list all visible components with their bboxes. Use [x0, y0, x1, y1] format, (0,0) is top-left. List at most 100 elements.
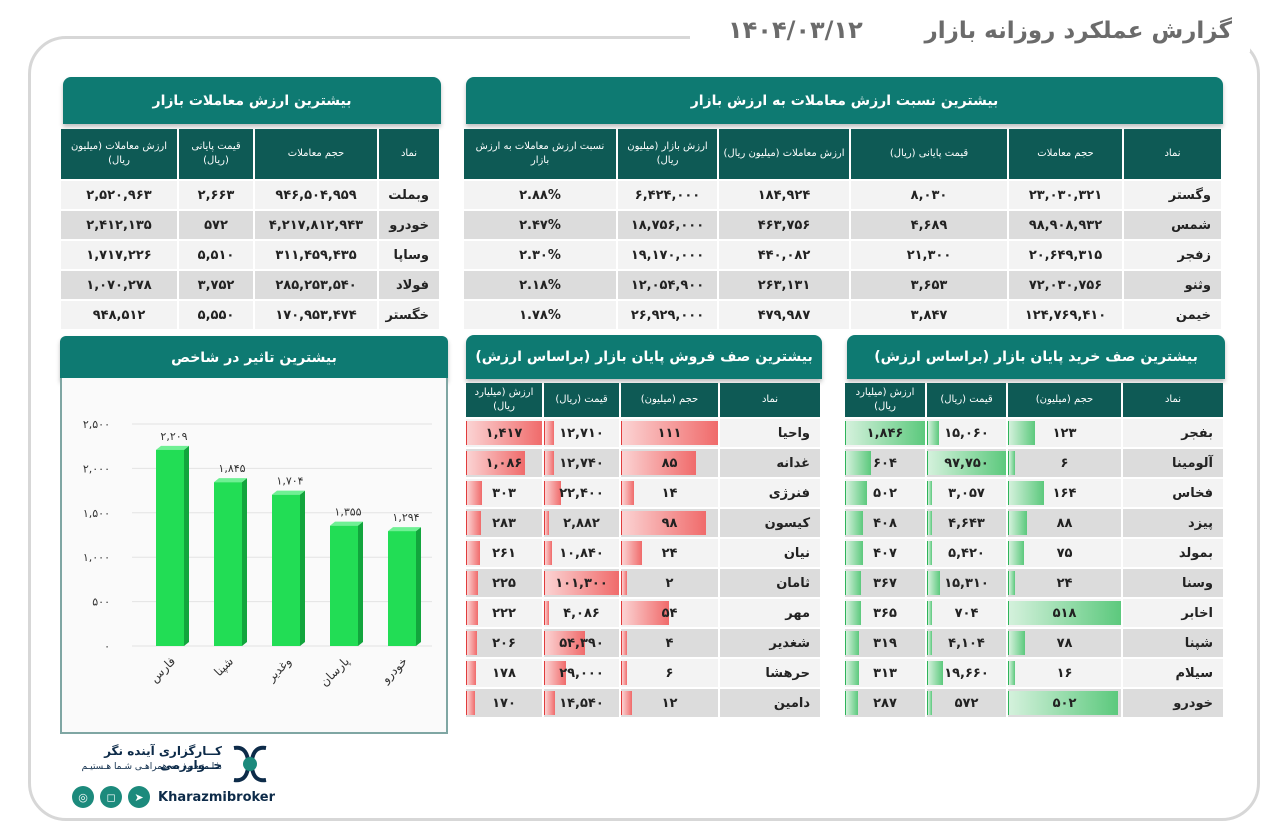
table-row: بفجر ۱۲۳ ۱۵,۰۶۰ ۱,۸۴۶	[845, 419, 1223, 447]
telegram-icon[interactable]: ➤	[128, 786, 150, 808]
y-tick-label: ۱,۰۰۰	[83, 551, 110, 564]
symbol-cell: اخابر	[1123, 599, 1223, 627]
value-bar	[544, 541, 553, 565]
col-volume: حجم معاملات	[255, 129, 377, 179]
close-price-cell: ۲,۶۶۳	[179, 181, 253, 209]
market-value-cell: ۱۸,۷۵۶,۰۰۰	[618, 211, 717, 239]
close-price-cell: ۳,۸۴۷	[851, 301, 1007, 329]
value-bar	[621, 571, 627, 595]
col-ratio: نسبت ارزش معاملات به ارزش بازار	[464, 129, 616, 179]
bar	[272, 494, 300, 646]
value-bar	[466, 571, 479, 595]
table-row: فنرژی ۱۴ ۲۲,۴۰۰ ۳۰۳	[466, 479, 820, 507]
web-icon[interactable]: ◎	[72, 786, 94, 808]
bar	[388, 531, 416, 646]
value-bar	[544, 421, 554, 445]
price-cell: ۷۰۴	[927, 599, 1006, 627]
value-bar	[466, 631, 478, 655]
col-close-price: قیمت پایانی (ریال)	[179, 129, 253, 179]
col-trade-value: ارزش معاملات (میلیون ریال)	[61, 129, 177, 179]
col-symbol: نماد	[720, 383, 820, 417]
value-cell: ۲۲۵	[466, 569, 542, 597]
trade-value-cell: ۴۶۳,۷۵۶	[719, 211, 849, 239]
table-row: سیلام ۱۶ ۱۹,۶۶۰ ۳۱۳	[845, 659, 1223, 687]
company-logo	[233, 745, 267, 783]
volume-cell: ۷۲,۰۳۰,۷۵۶	[1009, 271, 1122, 299]
volume-cell: ۶	[621, 659, 718, 687]
symbol-cell: بمولد	[1123, 539, 1223, 567]
symbol-cell: وگستر	[1124, 181, 1221, 209]
close-price-cell: ۴,۶۸۹	[851, 211, 1007, 239]
symbol-cell: زفجر	[1124, 241, 1221, 269]
bar-side	[358, 521, 363, 646]
trade-value-cell: ۴۴۰,۰۸۲	[719, 241, 849, 269]
ratio-cell: ۲.۱۸%	[464, 271, 616, 299]
value-cell: ۲۰۶	[466, 629, 542, 657]
table-row: ثامان ۲ ۱۰۱,۳۰۰ ۲۲۵	[466, 569, 820, 597]
price-cell: ۲,۸۸۲	[544, 509, 619, 537]
value-cell: ۱,۰۸۶	[466, 449, 542, 477]
value-bar	[621, 601, 669, 625]
volume-cell: ۱۲۴,۷۶۹,۴۱۰	[1009, 301, 1122, 329]
symbol-cell: ثامان	[720, 569, 820, 597]
index-impact-chart-box: ۰ ۵۰۰ ۱,۰۰۰ ۱,۵۰۰ ۲,۰۰۰ ۲,۵۰۰ ۲,۲۰۹ فارس ۱,۸۴۵ شپ…	[60, 378, 448, 734]
value-bar	[845, 601, 861, 625]
value-bar	[621, 691, 632, 715]
symbol-cell: شمس	[1124, 211, 1221, 239]
report-date: ۱۴۰۴/۰۳/۱۲	[728, 16, 863, 44]
symbol-cell: فخاس	[1123, 479, 1223, 507]
close-price-cell: ۳,۷۵۲	[179, 271, 253, 299]
index-impact-title: بیشترین تاثیر در شاخص	[60, 336, 448, 380]
value-bar	[927, 691, 932, 715]
value-bar	[1008, 601, 1121, 625]
value-bar	[544, 481, 561, 505]
trade-value-cell: ۲,۵۲۰,۹۶۳	[61, 181, 177, 209]
col-close-price: قیمت پایانی (ریال)	[851, 129, 1007, 179]
top-value-table: نماد حجم معاملات قیمت پایانی (ریال) ارزش…	[59, 127, 441, 331]
value-bar	[621, 451, 696, 475]
trade-value-cell: ۲,۴۱۲,۱۳۵	[61, 211, 177, 239]
value-bar	[927, 601, 932, 625]
table-row: خودرو ۴,۲۱۷,۸۱۲,۹۴۳ ۵۷۲ ۲,۴۱۲,۱۳۵	[61, 211, 439, 239]
top-ratio-title: بیشترین نسبت ارزش معاملات به ارزش بازار	[466, 77, 1223, 124]
volume-cell: ۵۴	[621, 599, 718, 627]
value-bar	[845, 571, 861, 595]
value-cell: ۴۰۷	[845, 539, 925, 567]
value-bar	[845, 661, 859, 685]
brand-name: Kharazmibroker	[158, 790, 276, 805]
col-value: ارزش (میلیارد ریال)	[466, 383, 542, 417]
volume-cell: ۹۸	[621, 509, 718, 537]
value-bar	[466, 511, 482, 535]
value-cell: ۳۶۷	[845, 569, 925, 597]
price-cell: ۹۷,۷۵۰	[927, 449, 1006, 477]
table-row: فولاد ۲۸۵,۲۵۳,۵۴۰ ۳,۷۵۲ ۱,۰۷۰,۲۷۸	[61, 271, 439, 299]
symbol-cell: وساپا	[379, 241, 439, 269]
volume-cell: ۱۶	[1008, 659, 1121, 687]
value-bar	[927, 421, 939, 445]
value-bar	[621, 421, 718, 445]
value-bar	[466, 451, 525, 475]
value-cell: ۲۶۱	[466, 539, 542, 567]
col-volume: حجم معاملات	[1009, 129, 1122, 179]
instagram-icon[interactable]: ◻	[100, 786, 122, 808]
report-title: گزارش عملکرد روزانه بازار	[924, 18, 1232, 44]
price-cell: ۱۲,۷۱۰	[544, 419, 619, 447]
symbol-cell: فنرژی	[720, 479, 820, 507]
buy-queue-table: نماد حجم (میلیون) قیمت (ریال) ارزش (میلی…	[843, 381, 1225, 719]
symbol-cell: نیان	[720, 539, 820, 567]
top-ratio-table: نماد حجم معاملات قیمت پایانی (ریال) ارزش…	[462, 127, 1223, 331]
value-bar	[466, 601, 479, 625]
table-row: آلومینا ۶ ۹۷,۷۵۰ ۶۰۴	[845, 449, 1223, 477]
symbol-cell: بفجر	[1123, 419, 1223, 447]
data-label: ۱,۳۵۵	[334, 506, 361, 519]
sell-queue-table: نماد حجم (میلیون) قیمت (ریال) ارزش (میلی…	[464, 381, 822, 719]
volume-cell: ۱۴	[621, 479, 718, 507]
x-tick-label: خودرو	[378, 654, 411, 687]
x-tick-label: شپنا	[211, 654, 236, 679]
value-bar	[621, 481, 634, 505]
bar	[214, 482, 242, 646]
value-bar	[466, 541, 480, 565]
table-row: نیان ۲۴ ۱۰,۸۴۰ ۲۶۱	[466, 539, 820, 567]
company-slogan: مـا متـعـهد بـه همراهـی شـما هـستیـم	[81, 762, 222, 772]
volume-cell: ۷۵	[1008, 539, 1121, 567]
